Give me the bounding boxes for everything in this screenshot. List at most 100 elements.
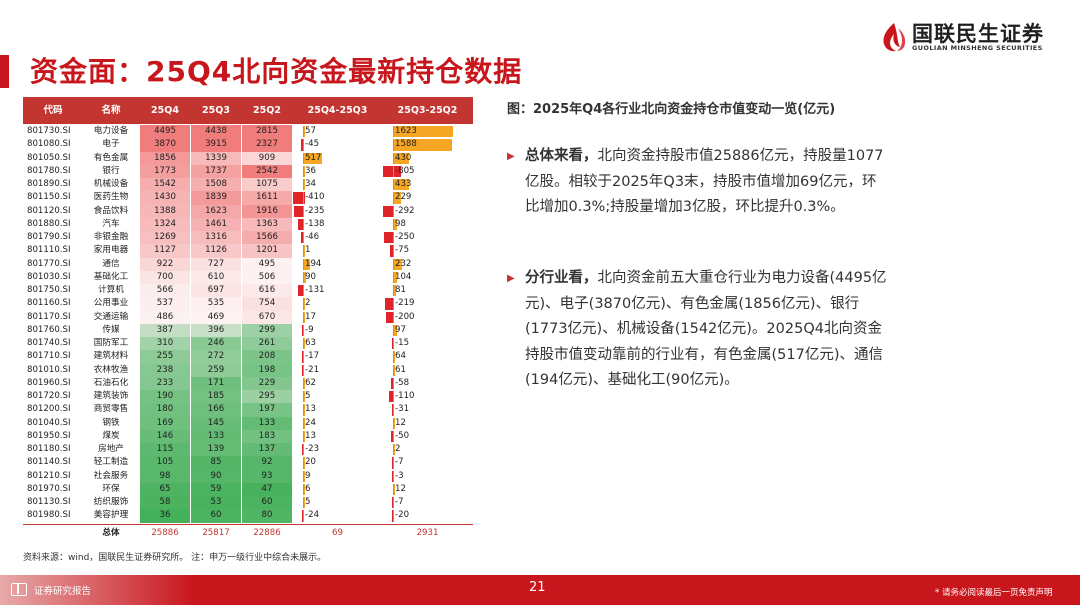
row-code: 801010.SI [27,364,71,375]
row-industry-name: 轻工制造 [93,457,129,468]
northbound-holdings-table: 代码 名称 25Q4 25Q3 25Q2 25Q4-25Q3 25Q3-25Q2… [23,97,473,544]
row-q4-value: 105 [140,456,190,470]
delta-bar-q3-q2 [391,430,393,442]
row-q4-value: 1324 [140,217,190,231]
delta-axis-q4-q3 [303,205,304,217]
delta-value-q3-q2: 81 [395,285,406,295]
delta-cell-q3-q2: -292 [383,205,472,218]
row-q2-value: 1201 [242,244,292,258]
row-q4-value: 255 [140,350,190,364]
row-industry-name: 医药生物 [93,192,129,203]
delta-value-q4-q3: -131 [305,285,325,295]
delta-value-q4-q3: -410 [305,192,325,203]
delta-cell-q3-q2: -200 [383,311,472,324]
row-industry-name: 家用电器 [93,245,129,256]
delta-cell-q4-q3: -235 [293,205,382,218]
row-industry-name: 通信 [102,258,120,269]
header-q4: 25Q4 [151,105,179,116]
row-q3-value: 1461 [191,217,241,231]
row-q2-value: 183 [242,429,292,443]
table-row: 801140.SI 轻工制造 105 85 92 20 -7 [23,456,473,470]
table-row: 801710.SI 建筑材料 255 272 208 -17 64 [23,350,473,364]
delta-bar-q4-q3 [303,377,306,389]
table-row: 801150.SI 医药生物 1430 1839 1611 -410 229 [23,191,473,205]
total-q3: 25817 [202,528,230,538]
delta-cell-q4-q3: 2 [293,297,382,310]
row-code: 801140.SI [27,457,71,468]
row-industry-name: 电子 [102,139,120,150]
row-code: 801200.SI [27,404,71,415]
row-q3-value: 4438 [191,125,241,139]
delta-axis-q3-q2 [393,205,394,217]
row-q2-value: 80 [242,509,292,523]
row-industry-name: 机械设备 [93,179,129,189]
row-q2-value: 198 [242,363,292,377]
row-q3-value: 469 [191,310,241,324]
delta-bar-q3-q2 [384,298,393,310]
row-code: 801050.SI [27,152,71,163]
delta-axis-q3-q2 [393,165,394,177]
header-code: 代码 [43,105,63,116]
delta-value-q3-q2: -805 [395,165,415,176]
delta-value-q3-q2: 104 [395,271,412,282]
delta-value-q3-q2: -20 [395,510,410,521]
delta-cell-q4-q3: -131 [293,284,382,297]
row-industry-name: 国防军工 [93,338,129,348]
row-q4-value: 233 [140,376,190,390]
delta-axis-q3-q2 [393,444,394,456]
row-q4-value: 387 [140,323,190,337]
footer-bar: 证券研究报告 21 * 请务必阅读最后一页免责声明 [0,575,1080,605]
delta-axis-q4-q3 [303,391,304,403]
delta-value-q4-q3: 13 [305,430,316,441]
table-row: 801720.SI 建筑装饰 190 185 295 5 -110 [23,390,473,404]
delta-cell-q3-q2: 104 [383,271,472,284]
row-code: 801740.SI [27,338,71,348]
row-q2-value: 261 [242,337,292,351]
delta-cell-q3-q2: 433 [383,178,472,191]
delta-axis-q3-q2 [393,364,394,376]
delta-cell-q3-q2: 64 [383,350,472,363]
row-code: 801120.SI [27,205,71,216]
delta-cell-q3-q2: -805 [383,165,472,178]
delta-axis-q4-q3 [303,165,304,177]
row-q4-value: 1856 [140,151,190,165]
delta-axis-q3-q2 [393,510,394,522]
delta-cell-q4-q3: 57 [293,125,382,138]
row-code: 801970.SI [27,483,71,494]
delta-cell-q4-q3: 517 [293,152,382,165]
row-q2-value: 1075 [242,178,292,192]
delta-axis-q3-q2 [393,404,394,416]
row-q3-value: 60 [191,509,241,523]
delta-cell-q4-q3: -46 [293,231,382,244]
delta-axis-q3-q2 [393,338,394,350]
row-industry-name: 钢铁 [102,417,120,428]
delta-axis-q3-q2 [393,192,394,204]
delta-value-q4-q3: 194 [305,258,322,269]
delta-value-q3-q2: -50 [395,430,410,441]
delta-axis-q4-q3 [303,139,304,151]
delta-cell-q4-q3: 36 [293,165,382,178]
row-code: 801180.SI [27,444,71,454]
row-q3-value: 171 [191,376,241,390]
delta-value-q3-q2: -58 [395,377,410,388]
delta-bar-q3-q2 [383,205,394,217]
delta-value-q4-q3: 5 [305,497,311,507]
delta-value-q3-q2: -7 [395,457,404,468]
delta-axis-q4-q3 [303,179,304,191]
delta-value-q4-q3: 24 [305,417,316,428]
row-q2-value: 295 [242,390,292,404]
row-code: 801210.SI [27,470,71,481]
delta-bar-q4-q3 [301,364,303,376]
delta-cell-q4-q3: 9 [293,470,382,483]
row-q3-value: 1316 [191,231,241,245]
row-q3-value: 185 [191,390,241,404]
row-industry-name: 汽车 [102,218,120,229]
delta-bar-q3-q2 [383,165,401,177]
row-q4-value: 1430 [140,191,190,205]
delta-axis-q4-q3 [303,245,304,257]
total-row: 总体 25886 25817 22886 69 2931 [23,524,473,542]
row-industry-name: 煤炭 [102,430,120,441]
company-logo: 国联民生证券 GUOLIAN MINSHENG SECURITIES [880,20,1050,54]
row-industry-name: 纺织服饰 [93,497,129,507]
row-code: 801950.SI [27,430,71,441]
